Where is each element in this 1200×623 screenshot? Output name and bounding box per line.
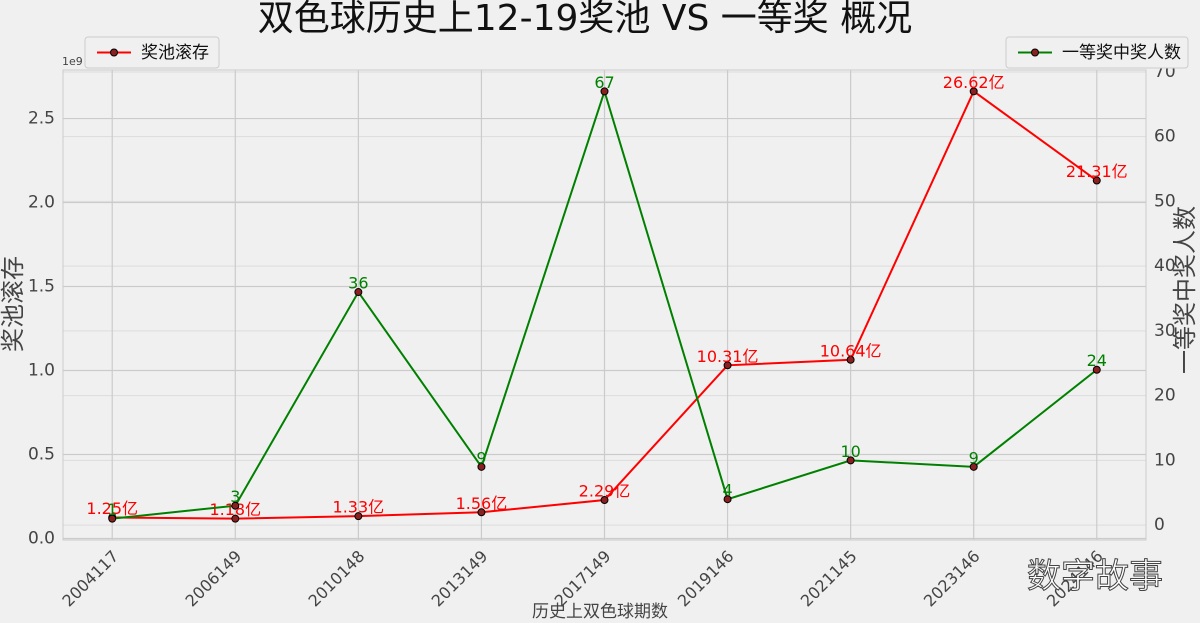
point [846, 355, 855, 364]
legend-label: 奖池滚存 [141, 43, 209, 63]
y-tick-label: 2.5 [28, 109, 55, 129]
legend-label: 一等奖中奖人数 [1062, 43, 1181, 63]
data-label: 36 [348, 274, 368, 293]
y2-tick-label: 50 [1154, 191, 1176, 211]
data-label: 1.33亿 [333, 498, 385, 517]
data-label: 26.62亿 [943, 73, 1005, 92]
y-axis-title: 奖池滚存 [0, 256, 27, 352]
data-label: 1.56亿 [456, 494, 508, 513]
y-tick-label: 1.5 [28, 277, 55, 297]
point [1092, 176, 1101, 185]
y2-tick-label: 10 [1154, 450, 1176, 470]
y2-tick-label: 40 [1154, 256, 1176, 276]
point [354, 512, 363, 521]
data-label: 3 [230, 487, 240, 506]
legend-marker [110, 48, 118, 57]
plot-frame [62, 69, 1147, 541]
point [600, 87, 609, 96]
data-label: 10.31亿 [697, 347, 759, 366]
point [969, 87, 978, 96]
point [846, 456, 855, 465]
legend-marker [1031, 48, 1039, 57]
y2-tick-label: 0 [1154, 515, 1165, 535]
point [723, 495, 732, 504]
y-tick-label: 2.0 [28, 193, 55, 213]
data-label: 9 [476, 448, 486, 467]
data-label: 21.31亿 [1066, 162, 1128, 181]
y2-tick-label: 60 [1154, 127, 1176, 147]
y-tick-label: 0.0 [28, 528, 55, 548]
legend-box [84, 36, 220, 69]
data-label: 4 [722, 481, 732, 500]
y-offset-label: 1e9 [62, 55, 83, 68]
point [477, 462, 486, 471]
point [231, 514, 240, 523]
data-label: 9 [969, 448, 979, 467]
point [600, 496, 609, 505]
point [231, 501, 240, 510]
watermark: 数字故事 [1027, 557, 1163, 597]
legend-box [1005, 36, 1189, 69]
data-label: 2.29亿 [579, 482, 631, 501]
point [354, 288, 363, 297]
point [1092, 365, 1101, 374]
y-tick-label: 1.0 [28, 361, 55, 381]
point [969, 462, 978, 471]
y2-tick-label: 30 [1154, 321, 1176, 341]
data-label: 1 [107, 500, 117, 519]
point [477, 508, 486, 517]
chart-title: 双色球历史上12-19奖池 VS 一等奖 概况 [258, 0, 912, 39]
y-tick-label: 0.5 [28, 444, 55, 464]
point [108, 514, 117, 523]
data-label: 24 [1087, 351, 1107, 370]
data-label: 10.64亿 [820, 341, 882, 360]
y2-tick-label: 20 [1154, 386, 1176, 406]
x-axis-title: 历史上双色球期数 [532, 602, 668, 622]
point [723, 361, 732, 370]
y2-axis-title: 一等奖中奖人数 [1171, 206, 1199, 374]
data-label: 1.25亿 [86, 499, 138, 518]
data-label: 67 [594, 73, 614, 92]
data-label: 10 [840, 442, 860, 461]
